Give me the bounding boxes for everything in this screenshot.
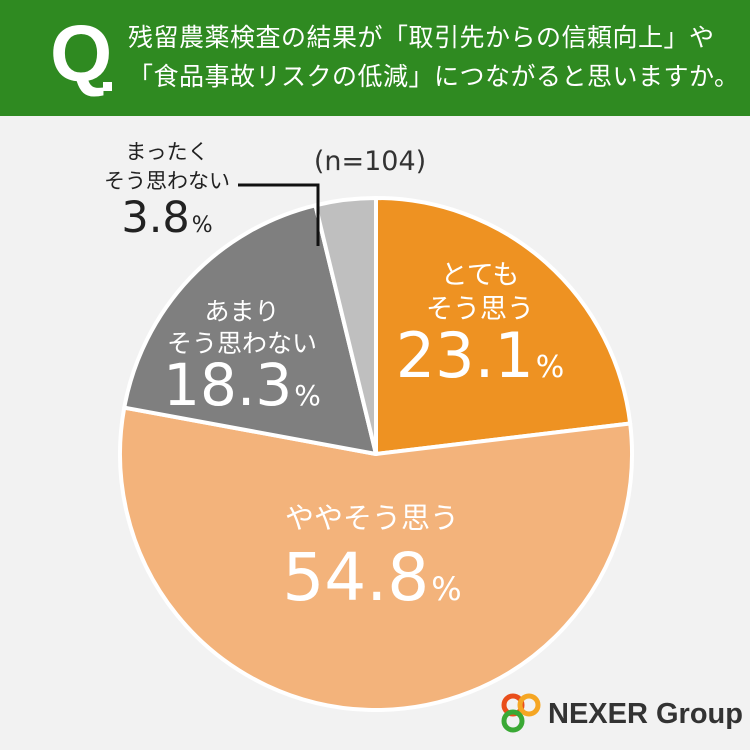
slice-value-1: 54.8% [282,539,461,616]
question-line-2: 「食品事故リスクの低減」につながると思いますか。 [128,62,740,91]
pie-slice-0 [374,196,633,456]
slice-value-2: 18.3% [163,351,321,419]
q-mark: Q [50,9,113,98]
pie-slice-3 [313,196,378,456]
question-line-1: 残留農薬検査の結果が「取引先からの信頼向上」や [128,23,715,52]
slice-label-3-line2: そう思わない [104,169,230,193]
nexer-rings-icon [501,693,541,733]
logo-text: NEXER Group [548,698,743,730]
nexer-group-logo: NEXER Group [496,690,746,740]
slice-label-0-line2: そう思う [426,294,534,325]
slice-label-2-line1: あまり [204,297,279,326]
slice-value-0: 23.1% [396,319,565,392]
pie-slice-1 [118,405,634,712]
slice-label-3-line1: まったく [125,140,208,164]
question-header: Q 残留農薬検査の結果が「取引先からの信頼向上」や 「食品事故リスクの低減」につ… [0,0,750,116]
leader-line [238,183,320,246]
slice-label-1-line2: ややそう思う [285,501,459,535]
q-dot [103,82,112,91]
slice-value-3: 3.8% [121,193,212,243]
slice-label-2-line2: そう思わない [167,329,317,358]
slice-label-0-line1: とても [441,260,520,291]
sample-size-note: (n=104) [314,146,426,177]
pie-slice-2 [122,203,378,456]
